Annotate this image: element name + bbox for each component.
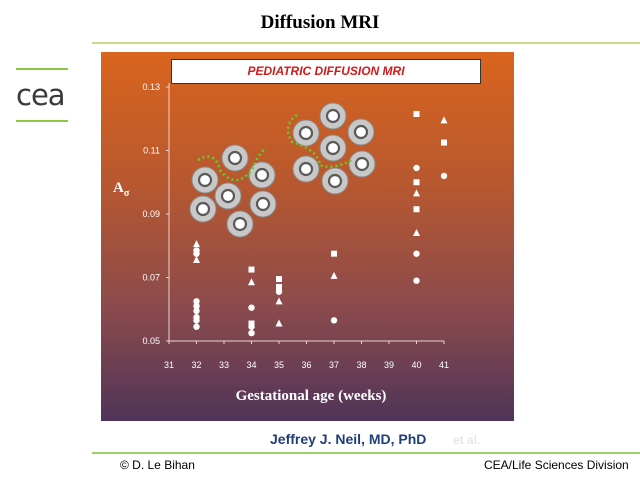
author-et-al: et al.: [453, 433, 481, 447]
data-point-circle: [440, 172, 448, 180]
data-point-triangle: [248, 278, 255, 286]
x-tick-label: 36: [301, 360, 311, 370]
top-divider: [92, 42, 640, 44]
data-point-circle: [193, 250, 200, 257]
x-tick-label: 34: [246, 360, 256, 370]
x-tick-label: 37: [329, 360, 339, 370]
axis-labels: 31 32 33 34 35 36 37 38 39 40 41 0.05 0.07 0.09 0.11 0.…: [113, 82, 449, 404]
data-point-triangle: [275, 319, 283, 327]
data-point-triangle: [413, 229, 420, 237]
logo-bottom-bar: [16, 120, 68, 122]
chart-axes: [166, 83, 445, 344]
cell-illustrations: [189, 102, 376, 238]
x-tick-label: 40: [411, 360, 421, 370]
cell-nucleus-icon: [255, 196, 271, 212]
data-point-square: [413, 206, 420, 213]
data-point-circle: [248, 304, 255, 311]
data-point-circle: [193, 302, 200, 310]
data-point-circle: [193, 317, 200, 324]
data-point-circle: [413, 250, 420, 257]
data-point-square: [413, 110, 420, 117]
data-point-triangle: [413, 189, 420, 197]
x-tick-label: 31: [164, 360, 174, 370]
x-tick-label: 33: [219, 360, 229, 370]
data-point-circle: [193, 307, 200, 315]
data-point-triangle: [193, 240, 200, 248]
y-tick-label: 0.13: [142, 82, 160, 92]
y-tick-label: 0.09: [142, 209, 160, 219]
slide-title: Diffusion MRI: [260, 12, 380, 33]
cell-nucleus-icon: [353, 124, 369, 140]
data-point-circle: [413, 164, 420, 172]
cell-nucleus-icon: [195, 201, 211, 217]
y-tick-label: 0.07: [142, 273, 160, 283]
data-point-circle: [193, 323, 200, 330]
author-name: Jeffrey J. Neil, MD, PhD: [270, 431, 427, 447]
cell-nucleus-icon: [325, 108, 341, 124]
x-tick-label: 38: [356, 360, 366, 370]
chart-caption: PEDIATRIC DIFFUSION MRI: [171, 59, 481, 84]
data-point-circle: [330, 317, 338, 324]
data-point-circle: [413, 277, 420, 284]
logo-text: cea: [16, 78, 66, 112]
cell-nucleus-icon: [354, 156, 370, 172]
footer-copyright: © D. Le Bihan: [120, 458, 195, 472]
data-point-square: [331, 250, 337, 257]
y-tick-label: 0.05: [142, 336, 160, 346]
cea-logo: cea: [14, 68, 72, 124]
data-point-circle: [275, 288, 283, 295]
x-tick-label: 32: [191, 360, 201, 370]
data-point-square: [276, 276, 282, 283]
data-point-triangle: [275, 297, 283, 305]
cell-nucleus-icon: [325, 140, 341, 156]
data-point-triangle: [330, 271, 338, 279]
footer-division: CEA/Life Sciences Division: [484, 458, 629, 472]
data-point-square: [248, 266, 255, 273]
y-tick-label: 0.11: [143, 146, 160, 156]
cell-nucleus-icon: [298, 161, 314, 177]
data-point-triangle: [440, 116, 448, 124]
x-axis-title: Gestational age (weeks): [236, 388, 387, 404]
bottom-divider: [92, 452, 640, 454]
data-point-triangle: [193, 256, 200, 264]
chart-panel: [101, 52, 514, 421]
x-tick-label: 39: [384, 360, 394, 370]
cell-nucleus-icon: [298, 125, 314, 141]
data-point-square: [276, 284, 282, 291]
x-tick-label: 35: [274, 360, 284, 370]
data-point-square: [413, 179, 420, 186]
y-axis-title-main: A: [113, 180, 124, 196]
cell-nucleus-icon: [232, 216, 248, 232]
y-axis-title-subscript: σ: [124, 188, 130, 199]
y-axis-title: Aσ: [113, 180, 130, 199]
data-markers: [193, 110, 448, 337]
data-point-circle: [193, 298, 200, 305]
cell-nucleus-icon: [197, 172, 213, 188]
cell-nucleus-icon: [220, 188, 236, 204]
cell-nucleus-icon: [254, 167, 270, 183]
data-point-square: [441, 139, 447, 146]
data-point-circle: [248, 329, 255, 337]
cell-nucleus-icon: [227, 150, 243, 166]
data-point-square: [248, 320, 255, 327]
logo-top-bar: [16, 68, 68, 70]
x-tick-label: 41: [439, 360, 449, 370]
cell-nucleus-icon: [327, 173, 343, 189]
